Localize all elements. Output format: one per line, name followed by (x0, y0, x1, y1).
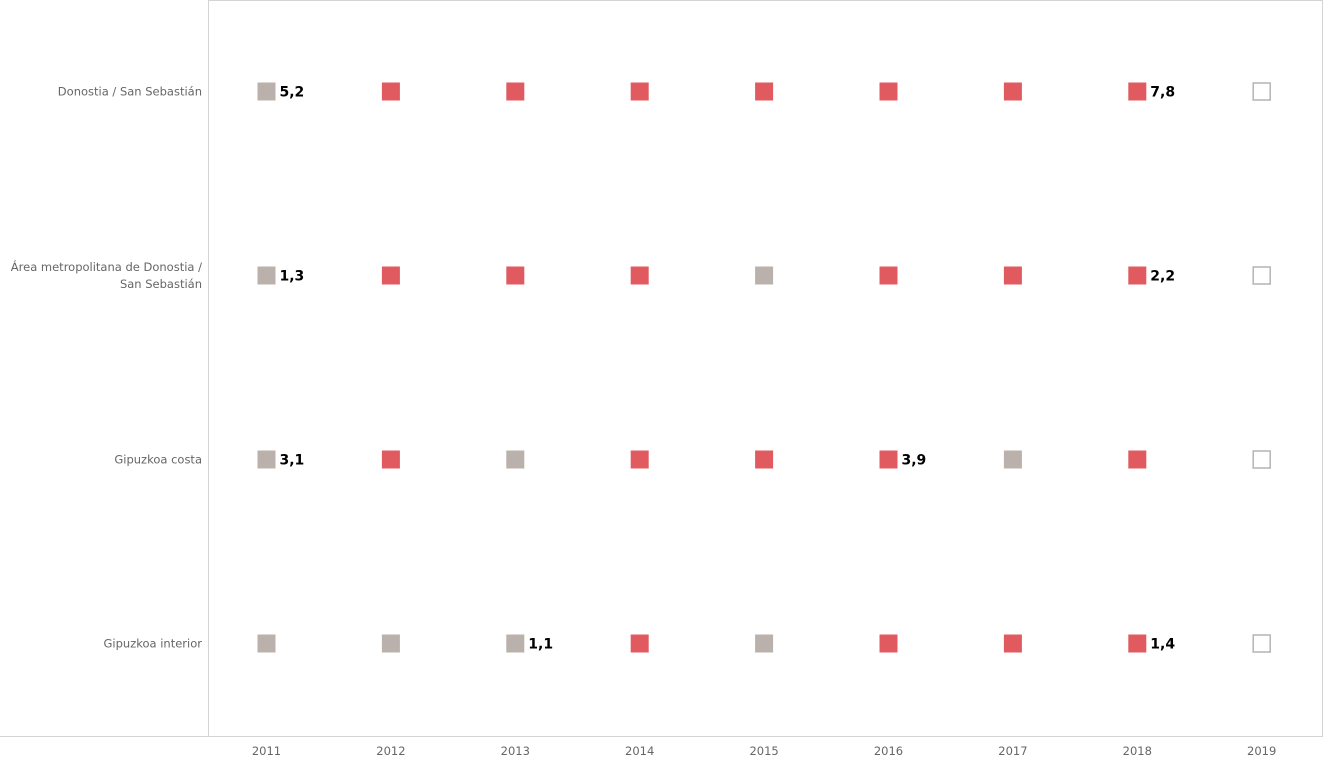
data-label-3-2018: 1,4 (1150, 637, 1175, 653)
data-label-1-2011: 1,3 (280, 269, 305, 285)
x-tick-label-2013: 2013 (501, 744, 530, 758)
mark-2-2012 (381, 450, 400, 469)
mark-2-2011 (257, 450, 276, 469)
row-label-1-line-0: Área metropolitana de Donostia / (11, 259, 202, 274)
mark-1-2018 (1128, 266, 1147, 285)
x-tick-label-2017: 2017 (998, 744, 1027, 758)
mark-0-2012 (381, 82, 400, 101)
mark-3-2014 (630, 634, 649, 653)
mark-1-2016 (879, 266, 898, 285)
mark-2-2015 (755, 450, 774, 469)
data-label-2-2011: 3,1 (280, 453, 305, 469)
mark-0-2015 (755, 82, 774, 101)
row-label-3-line-0: Gipuzkoa interior (104, 637, 203, 651)
mark-0-2017 (1003, 82, 1022, 101)
row-label-0-line-0: Donostia / San Sebastián (58, 85, 202, 99)
mark-0-2019 (1252, 82, 1271, 101)
mark-1-2015 (755, 266, 774, 285)
mark-0-2011 (257, 82, 276, 101)
mark-2-2013 (506, 450, 525, 469)
x-axis-ticks: 2011 2012 2013 2014 2015 2016 2017 2018 2019 (252, 744, 1276, 758)
row-label-1-line-1: San Sebastián (120, 277, 202, 291)
x-tick-label-2015: 2015 (749, 744, 778, 758)
mark-2-2014 (630, 450, 649, 469)
row-labels: Donostia / San Sebastián Área metropolita… (11, 85, 202, 651)
data-label-3-2013: 1,1 (528, 637, 553, 653)
x-tick-label-2011: 2011 (252, 744, 281, 758)
x-tick-label-2014: 2014 (625, 744, 654, 758)
marks (257, 82, 1271, 653)
mark-2-2016 (879, 450, 898, 469)
mark-3-2016 (879, 634, 898, 653)
mark-1-2017 (1003, 266, 1022, 285)
mark-3-2012 (381, 634, 400, 653)
mark-0-2018 (1128, 82, 1147, 101)
row-label-2-line-0: Gipuzkoa costa (114, 453, 202, 467)
data-label-0-2018: 7,8 (1150, 85, 1175, 101)
mark-1-2013 (506, 266, 525, 285)
mark-0-2014 (630, 82, 649, 101)
mark-3-2018 (1128, 634, 1147, 653)
mark-3-2011 (257, 634, 276, 653)
mark-3-2019 (1252, 634, 1271, 653)
mark-3-2013 (506, 634, 525, 653)
data-label-2-2016: 3,9 (902, 453, 927, 469)
x-tick-label-2016: 2016 (874, 744, 903, 758)
mark-3-2015 (755, 634, 774, 653)
mark-1-2011 (257, 266, 276, 285)
mark-2-2017 (1003, 450, 1022, 469)
mark-2-2018 (1128, 450, 1147, 469)
mark-0-2013 (506, 82, 525, 101)
x-tick-label-2018: 2018 (1123, 744, 1152, 758)
mark-1-2012 (381, 266, 400, 285)
mark-0-2016 (879, 82, 898, 101)
data-label-1-2018: 2,2 (1150, 269, 1175, 285)
x-tick-label-2019: 2019 (1247, 744, 1276, 758)
x-tick-label-2012: 2012 (376, 744, 405, 758)
mark-1-2014 (630, 266, 649, 285)
mark-3-2017 (1003, 634, 1022, 653)
mark-2-2019 (1252, 450, 1271, 469)
data-label-0-2011: 5,2 (280, 85, 305, 101)
mark-1-2019 (1252, 266, 1271, 285)
data-labels: 5,2 7,8 1,3 2,2 3,1 3,9 1,1 1,4 (280, 85, 1176, 653)
